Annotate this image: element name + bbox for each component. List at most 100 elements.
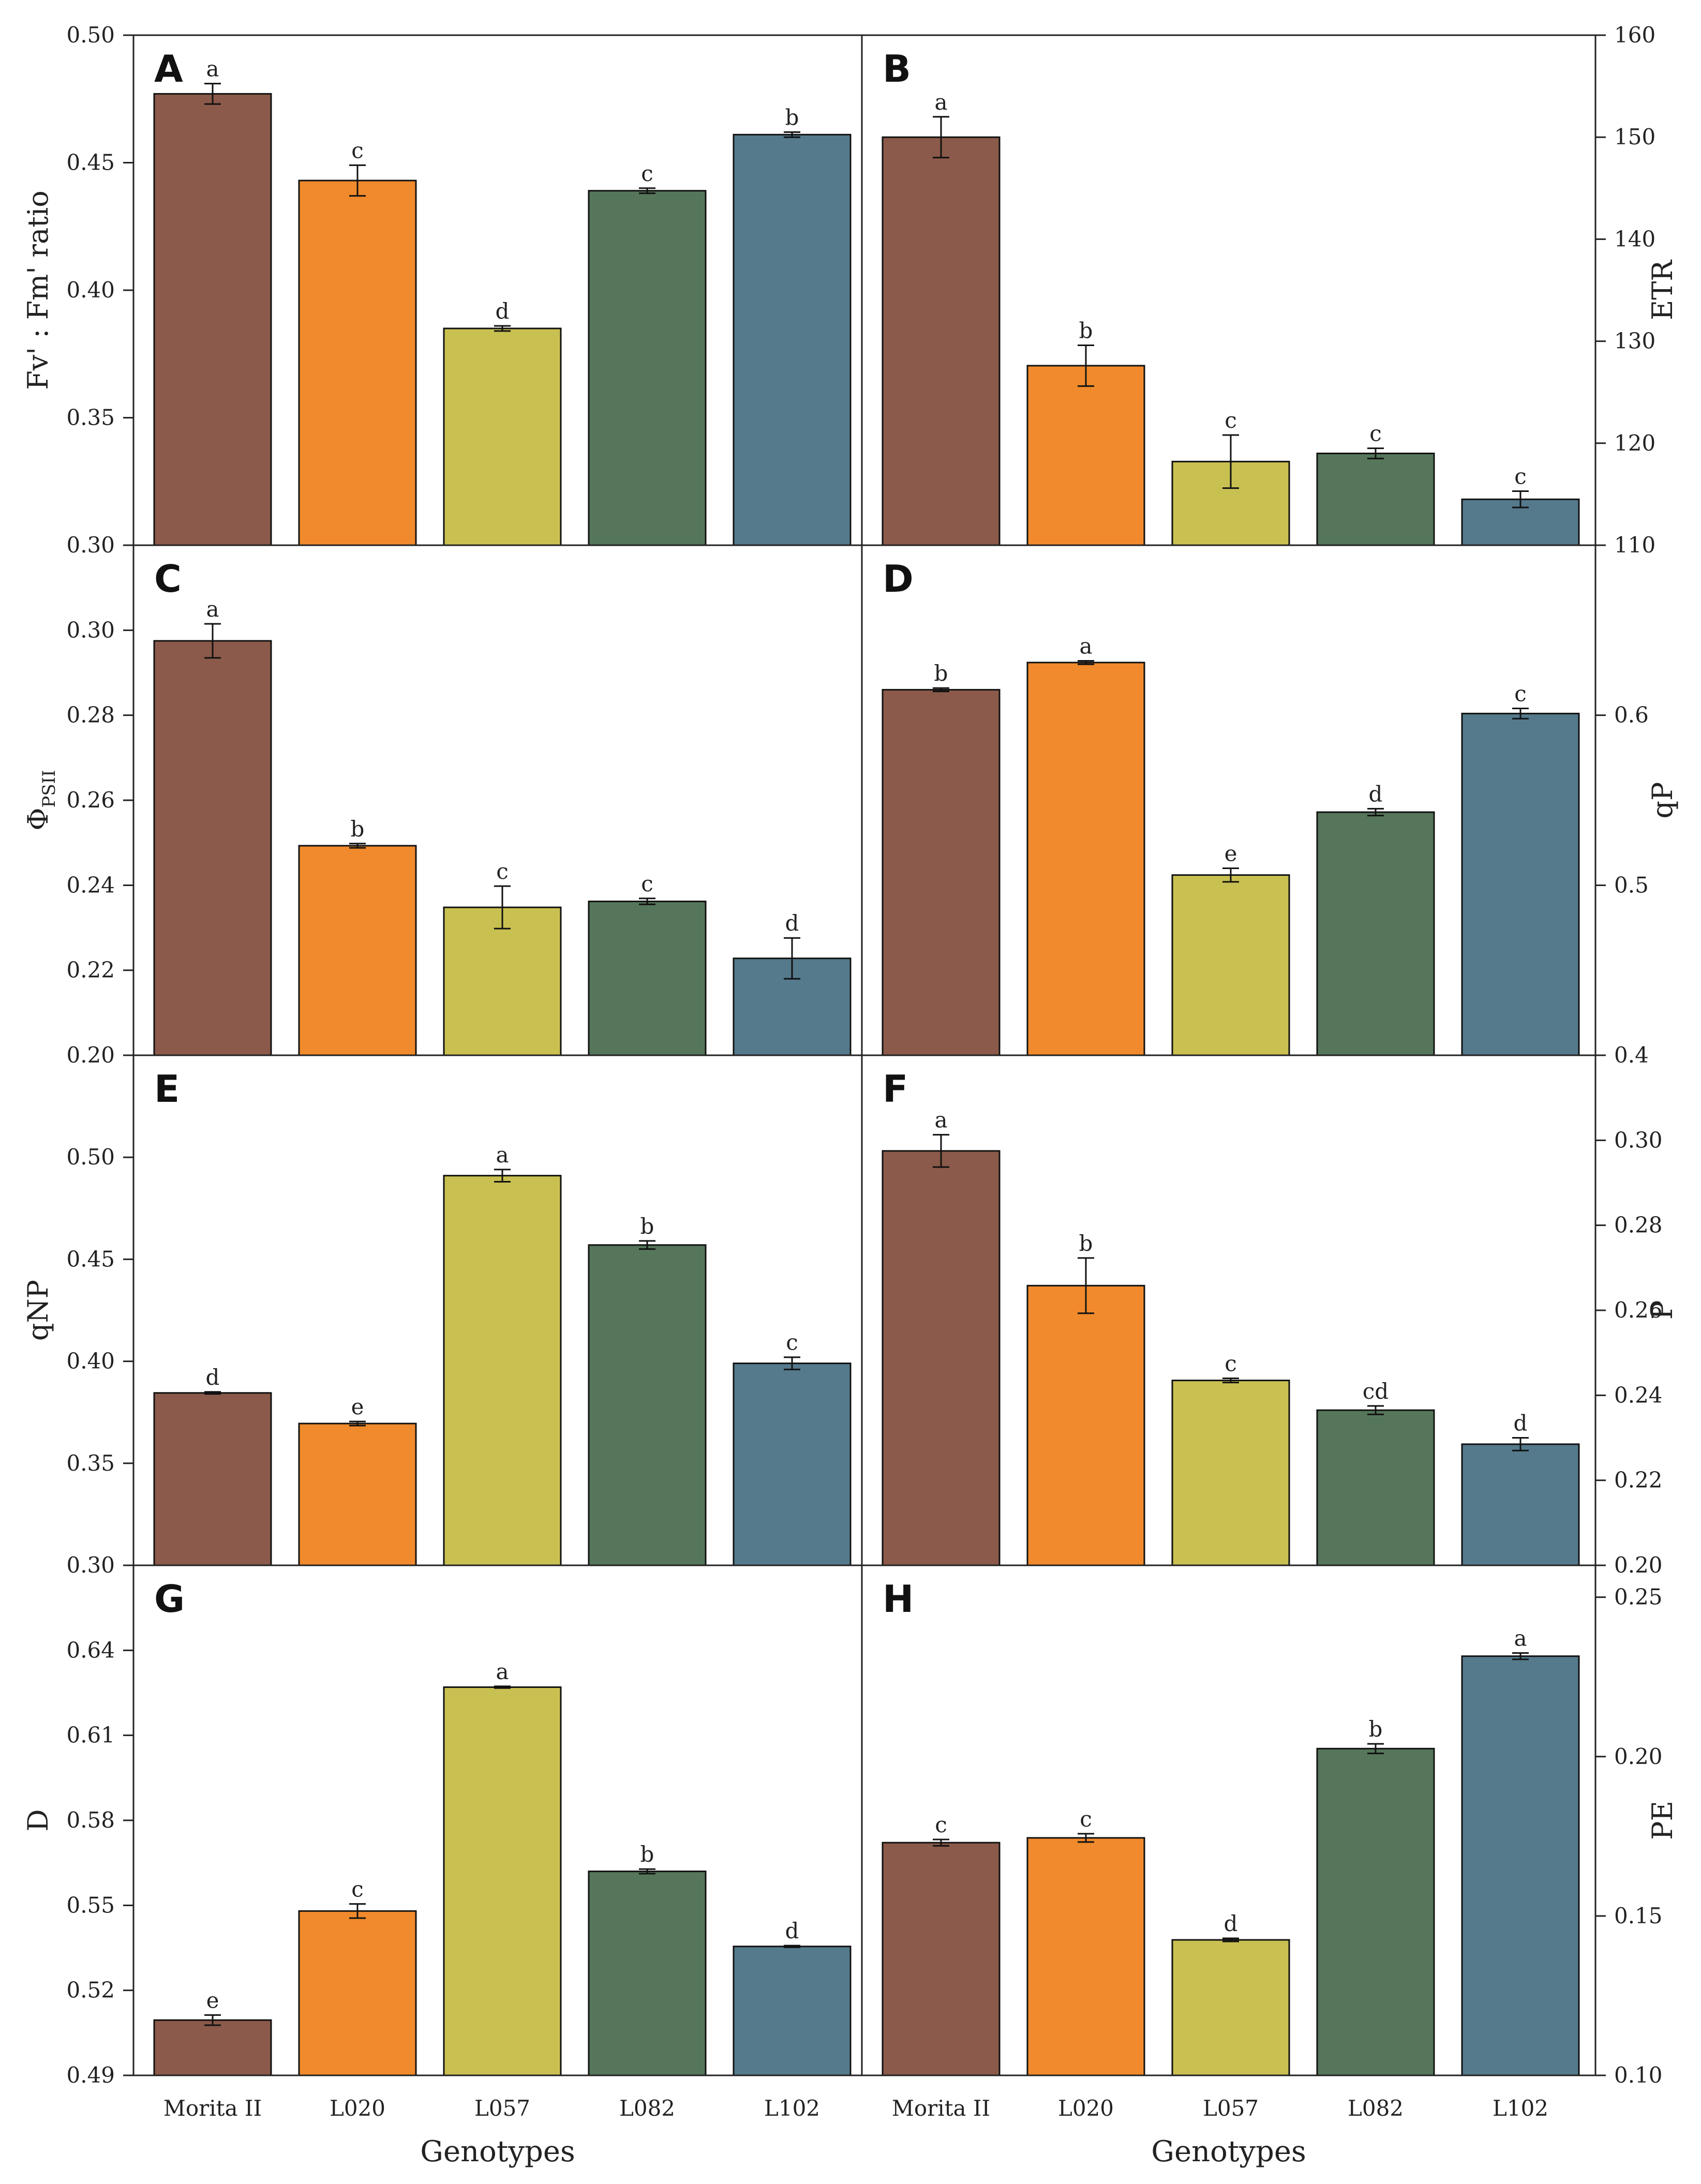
bar-morita-ii xyxy=(153,640,272,1056)
y-tick-label: 0.45 xyxy=(66,150,115,175)
y-tick-label: 0.5 xyxy=(1614,872,1649,897)
bar-l082 xyxy=(588,190,707,546)
significance-letter: a xyxy=(1514,1625,1527,1651)
significance-letter: c xyxy=(1514,681,1527,707)
significance-letter: b xyxy=(934,661,948,686)
category-label: Morita II xyxy=(892,2096,990,2121)
bar-l057 xyxy=(1171,874,1290,1056)
panel-letter-g: G xyxy=(154,1577,185,1621)
category-label: L057 xyxy=(474,2096,530,2121)
significance-letter: a xyxy=(206,596,219,622)
category-label: L082 xyxy=(619,2096,675,2121)
y-tick-label: 130 xyxy=(1614,328,1655,354)
y-tick-label: 120 xyxy=(1614,430,1655,456)
significance-letter: c xyxy=(1514,463,1527,489)
panel-letter-e: E xyxy=(154,1067,180,1111)
significance-letter: d xyxy=(785,1918,799,1943)
bar-morita-ii xyxy=(882,1842,1001,2076)
y-tick-label: 0.50 xyxy=(66,1144,115,1170)
y-tick-label: 0.30 xyxy=(66,532,115,558)
significance-letter: a xyxy=(1079,633,1092,659)
y-axis-label-main: Fv' : Fm' ratio xyxy=(22,190,54,390)
y-axis-label-main: PE xyxy=(1646,1801,1679,1840)
bar-l082 xyxy=(1316,1409,1435,1566)
y-tick-label: 0.40 xyxy=(66,1349,115,1374)
y-axis-label-main: D xyxy=(22,1809,54,1831)
y-tick-label: 0.49 xyxy=(66,2062,115,2088)
y-tick-label: 0.4 xyxy=(1614,1042,1649,1068)
panel-frame xyxy=(861,1564,1596,2076)
bar-morita-ii xyxy=(882,136,1001,546)
y-axis-label-h: PE xyxy=(1646,1801,1679,1840)
panel-f: F 0.20 0.22 0.24 0.26 0.28 0.30 Pa b c cd d xyxy=(861,1054,1679,1578)
panel-letter-c: C xyxy=(154,557,182,601)
category-label: L020 xyxy=(330,2096,385,2121)
significance-letter: d xyxy=(496,298,510,324)
bar-l020 xyxy=(298,1423,417,1566)
y-tick-label: 0.20 xyxy=(1614,1744,1663,1769)
bar-morita-ii xyxy=(153,1392,272,1566)
category-label: L102 xyxy=(764,2096,820,2121)
y-tick-label: 0.55 xyxy=(66,1892,115,1918)
significance-letter: c xyxy=(641,161,653,186)
y-tick-label: 0.22 xyxy=(1614,1468,1663,1493)
significance-letter: d xyxy=(206,1365,220,1390)
y-axis-label-a: Fv' : Fm' ratio xyxy=(22,190,54,390)
y-axis-label-d: qP xyxy=(1646,782,1679,819)
significance-letter: a xyxy=(934,1108,947,1133)
bar-l057 xyxy=(443,327,562,546)
y-tick-label: 0.26 xyxy=(1614,1297,1663,1323)
bar-l102 xyxy=(733,133,852,546)
panel-letter-b: B xyxy=(883,47,911,91)
y-tick-label: 0.35 xyxy=(66,405,115,430)
bar-morita-ii xyxy=(882,1150,1001,1566)
y-tick-label: 0.45 xyxy=(66,1246,115,1271)
significance-letter: b xyxy=(785,104,799,130)
y-tick-label: 0.26 xyxy=(66,787,115,813)
y-tick-label: 0.50 xyxy=(66,22,115,48)
y-tick-label: 0.52 xyxy=(66,1978,115,2003)
y-tick-label: 110 xyxy=(1614,532,1655,558)
significance-letter: e xyxy=(206,1987,219,2013)
significance-letter: a xyxy=(496,1659,509,1684)
bar-l102 xyxy=(733,1363,852,1566)
significance-letter: b xyxy=(640,1842,654,1867)
bar-l020 xyxy=(1026,365,1145,546)
bar-l082 xyxy=(588,901,707,1056)
significance-letter: c xyxy=(641,871,653,896)
significance-letter: c xyxy=(935,1812,947,1837)
x-axis-title-right: Genotypes xyxy=(1151,2135,1306,2168)
y-axis-label-e: qNP xyxy=(22,1280,54,1341)
category-label: L102 xyxy=(1493,2096,1548,2121)
bar-l082 xyxy=(1316,1747,1435,2076)
significance-letter: b xyxy=(1079,318,1093,343)
y-axis-label-subscript: PSII xyxy=(39,770,59,807)
bar-l057 xyxy=(1171,1380,1290,1566)
significance-letter: b xyxy=(1369,1716,1383,1742)
y-tick-label: 0.61 xyxy=(66,1723,115,1748)
y-tick-label: 150 xyxy=(1614,124,1655,149)
category-label: L057 xyxy=(1203,2096,1259,2121)
significance-letter: cd xyxy=(1363,1379,1389,1404)
significance-letter: e xyxy=(1225,841,1237,866)
bar-l082 xyxy=(588,1871,707,2076)
significance-letter: c xyxy=(1080,1806,1092,1832)
y-axis-label-main: qNP xyxy=(22,1280,54,1341)
category-label: L020 xyxy=(1058,2096,1114,2121)
category-label: Morita II xyxy=(163,2096,262,2121)
y-tick-label: 0.10 xyxy=(1614,2062,1663,2088)
bar-l020 xyxy=(298,179,417,546)
panel-a: A 0.30 0.35 0.40 0.45 0.50 Fv' : Fm' ratio a c d c… xyxy=(22,22,863,558)
y-axis-label-main: Φ xyxy=(22,807,54,830)
bar-l020 xyxy=(298,1910,417,2076)
bar-l020 xyxy=(1026,662,1145,1056)
bar-l057 xyxy=(443,906,562,1056)
panel-letter-h: H xyxy=(883,1577,914,1621)
panel-letter-d: D xyxy=(883,557,914,601)
y-tick-label: 0.24 xyxy=(66,872,115,897)
y-axis-label-main: qP xyxy=(1646,782,1679,819)
y-tick-label: 160 xyxy=(1614,22,1655,48)
